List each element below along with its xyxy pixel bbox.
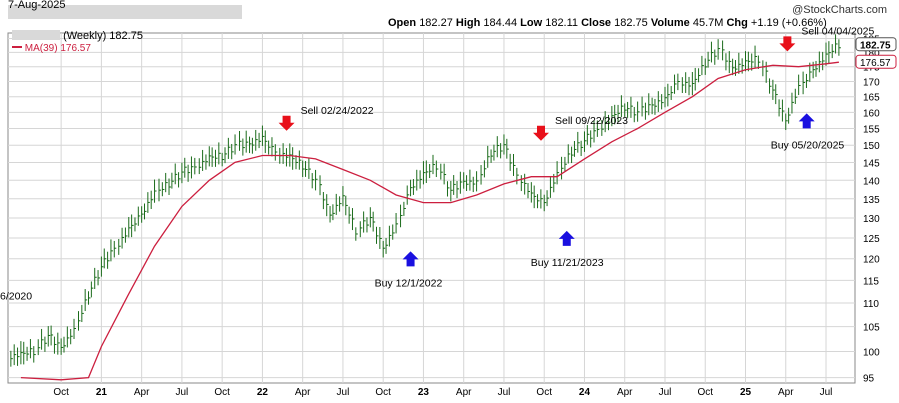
high-label: High xyxy=(455,17,481,29)
y-tick-label: 135 xyxy=(863,195,880,206)
x-tick-label: Apr xyxy=(295,387,311,398)
y-tick-label: 155 xyxy=(863,125,880,136)
ma-legend-label: MA(39) 176.57 xyxy=(24,43,91,54)
last-ma-tag-box xyxy=(855,54,897,69)
buy-annotation: Buy 11/21/2023 xyxy=(531,257,604,269)
sell-annotation: Sell 02/24/2022 xyxy=(301,105,374,117)
x-tick-label: Oct xyxy=(375,387,391,398)
ticker-redacted-box xyxy=(8,5,242,19)
ma-legend-swatch xyxy=(12,46,22,48)
last-price-tag-box xyxy=(855,37,897,52)
open-label: Open xyxy=(388,17,417,29)
x-tick-label: Jul xyxy=(176,387,189,398)
y-tick-label: 160 xyxy=(863,108,880,119)
volume-label: Volume xyxy=(650,17,690,29)
low-value: 182.11 xyxy=(545,17,579,29)
buy-arrow-icon xyxy=(798,113,815,129)
cutoff-annotation: 6/2020 xyxy=(0,291,32,303)
y-tick-label: 145 xyxy=(863,158,880,169)
x-tick-label: Apr xyxy=(456,387,472,398)
buy-arrow-icon xyxy=(402,251,419,267)
y-tick-label: 95 xyxy=(863,374,875,385)
x-tick-label: Jul xyxy=(820,387,833,398)
last-ma-tag: 176.57 xyxy=(860,58,891,69)
close-label: Close xyxy=(581,17,612,29)
x-tick-label: Jul xyxy=(337,387,350,398)
y-tick-label: 170 xyxy=(863,77,880,88)
price-legend: (Weekly) 182.75 xyxy=(12,30,143,42)
volume-value: 45.7M xyxy=(692,17,724,29)
x-tick-label: Apr xyxy=(617,387,633,398)
close-value: 182.75 xyxy=(614,17,648,29)
y-tick-label: 115 xyxy=(863,276,879,287)
sell-arrow-icon xyxy=(278,115,295,131)
y-tick-label: 110 xyxy=(863,299,879,310)
chart-date: 7-Aug-2025 xyxy=(8,0,66,11)
x-tick-label: 22 xyxy=(257,387,269,398)
buy-annotation: Buy 05/20/2025 xyxy=(771,139,845,151)
y-tick-label: 140 xyxy=(863,176,880,187)
x-tick-label: 23 xyxy=(418,387,430,398)
watermark: @StockCharts.com xyxy=(792,4,887,16)
ma-line xyxy=(20,61,839,381)
y-tick-label: 130 xyxy=(863,214,880,225)
x-tick-label: 21 xyxy=(96,387,108,398)
chg-value: +1.19 (+0.66%) xyxy=(750,17,827,29)
x-tick-label: Oct xyxy=(214,387,230,398)
x-tick-label: Oct xyxy=(53,387,69,398)
sell-annotation: Sell 04/04/2025 xyxy=(801,25,874,37)
legend-price-label: (Weekly) 182.75 xyxy=(63,30,143,42)
buy-annotation: Buy 12/1/2022 xyxy=(375,277,443,289)
x-tick-label: Jul xyxy=(659,387,672,398)
plot-area xyxy=(7,32,856,384)
sell-annotation: Sell 09/22/2023 xyxy=(555,115,628,127)
sell-arrow-icon xyxy=(779,36,796,52)
open-value: 182.27 xyxy=(419,17,453,29)
y-tick-label: 150 xyxy=(863,141,880,152)
high-value: 184.44 xyxy=(483,17,518,29)
y-tick-label: 165 xyxy=(863,93,880,104)
ma-legend: MA(39) 176.57 xyxy=(12,43,91,54)
buy-arrow-icon xyxy=(558,230,575,246)
x-tick-label: Apr xyxy=(134,387,150,398)
sell-arrow-icon xyxy=(532,125,549,141)
y-tick-label: 125 xyxy=(863,234,880,245)
x-tick-label: Apr xyxy=(778,387,794,398)
y-tick-label: 180 xyxy=(863,48,880,59)
x-tick-label: 24 xyxy=(579,387,591,398)
y-tick-label: 100 xyxy=(863,348,880,359)
chg-label: Chg xyxy=(726,17,748,29)
low-label: Low xyxy=(520,17,543,29)
x-tick-label: Jul xyxy=(498,387,511,398)
x-tick-label: Oct xyxy=(536,387,552,398)
last-price-tag: 182.75 xyxy=(860,41,891,52)
x-tick-label: Oct xyxy=(697,387,713,398)
y-tick-label: 105 xyxy=(863,323,880,334)
legend-ticker-box xyxy=(12,30,60,40)
ohlc-bar: Open 182.27 High 184.44 Low 182.11 Close… xyxy=(388,17,827,29)
x-tick-label: 25 xyxy=(740,387,752,398)
y-tick-label: 120 xyxy=(863,255,880,266)
